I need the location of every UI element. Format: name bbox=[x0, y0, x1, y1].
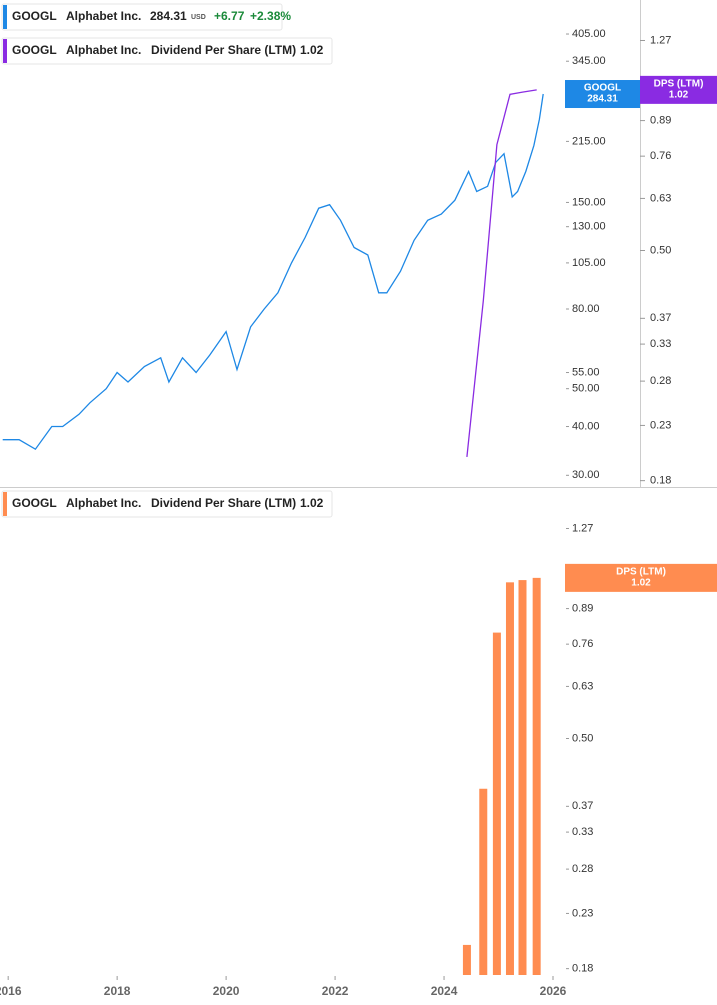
y-tick-label: 30.00 bbox=[572, 469, 600, 481]
legend-row: GOOGL Alphabet Inc. Dividend Per Share (LT… bbox=[1, 37, 333, 65]
legend-row: GOOGL Alphabet Inc. 284.31 USD +6.77 +2.38% bbox=[1, 3, 291, 31]
y2-tick-label: 0.89 bbox=[650, 114, 671, 126]
y2-tick-label: 0.23 bbox=[650, 419, 671, 431]
y-tick-label: 150.00 bbox=[572, 196, 606, 208]
y-tick-label: 40.00 bbox=[572, 420, 600, 432]
y2-tick-label: 0.37 bbox=[650, 312, 671, 324]
legend-company: Alphabet Inc. bbox=[66, 496, 141, 510]
y2-tick-label: 1.27 bbox=[650, 34, 671, 46]
legend-swatch bbox=[3, 492, 7, 516]
y2-tick-label: 0.76 bbox=[650, 150, 671, 162]
legend-last: 1.02 bbox=[300, 496, 324, 510]
y-tick-label: 0.76 bbox=[572, 638, 593, 650]
y-tick-label: 405.00 bbox=[572, 28, 606, 40]
y-tick-label: 0.23 bbox=[572, 907, 593, 919]
legend-series-name: Dividend Per Share (LTM) bbox=[151, 43, 296, 57]
series-line bbox=[2, 93, 544, 451]
price-tag bbox=[640, 75, 717, 104]
x-tick-label: 2020 bbox=[213, 984, 240, 998]
bar bbox=[505, 582, 514, 975]
legend-symbol: GOOGL bbox=[12, 9, 57, 23]
price-tag-label: DPS (LTM) bbox=[616, 567, 666, 578]
x-tick-label: 2018 bbox=[104, 984, 131, 998]
bar bbox=[492, 632, 501, 975]
legend-currency: USD bbox=[191, 14, 206, 21]
x-tick-label: 2026 bbox=[540, 984, 567, 998]
legend-swatch bbox=[3, 5, 7, 29]
bar bbox=[462, 944, 471, 975]
price-tag-label: DPS (LTM) bbox=[654, 79, 704, 90]
y-tick-label: 345.00 bbox=[572, 55, 606, 67]
price-tag-value: 1.02 bbox=[631, 578, 651, 589]
series-line bbox=[466, 89, 537, 457]
legend-series-name: Dividend Per Share (LTM) bbox=[151, 496, 296, 510]
legend-box bbox=[1, 3, 283, 31]
y-tick-label: 55.00 bbox=[572, 366, 600, 378]
y-tick-label: 0.63 bbox=[572, 680, 593, 692]
legend-row: GOOGL Alphabet Inc. Dividend Per Share (LT… bbox=[1, 490, 333, 518]
y-tick-label: 0.50 bbox=[572, 732, 593, 744]
y2-tick-label: 0.63 bbox=[650, 192, 671, 204]
y2-tick-label: 0.50 bbox=[650, 244, 671, 256]
y-tick-label: 0.33 bbox=[572, 826, 593, 838]
legend-symbol: GOOGL bbox=[12, 43, 57, 57]
y2-tick-label: 0.33 bbox=[650, 338, 671, 350]
y-tick-label: 50.00 bbox=[572, 383, 600, 395]
price-tag-value: 1.02 bbox=[669, 90, 689, 101]
y-tick-label: 0.28 bbox=[572, 863, 593, 875]
y-tick-label: 80.00 bbox=[572, 303, 600, 315]
price-tag-label: GOOGL bbox=[584, 83, 621, 94]
legend-company: Alphabet Inc. bbox=[66, 43, 141, 57]
x-tick-label: 2024 bbox=[431, 984, 458, 998]
legend-box bbox=[1, 490, 333, 518]
legend-change: +6.77 bbox=[214, 9, 245, 23]
y-tick-label: 105.00 bbox=[572, 257, 606, 269]
bar bbox=[479, 788, 488, 975]
legend-change-pct: +2.38% bbox=[250, 9, 291, 23]
y-tick-label: 0.18 bbox=[572, 963, 593, 975]
x-tick-label: 2016 bbox=[0, 984, 22, 998]
legend-last: 1.02 bbox=[300, 43, 324, 57]
x-tick-label: 2022 bbox=[322, 984, 349, 998]
y-tick-label: 1.27 bbox=[572, 522, 593, 534]
y-tick-label: 0.89 bbox=[572, 602, 593, 614]
y2-tick-label: 0.28 bbox=[650, 375, 671, 387]
legend-swatch bbox=[3, 39, 7, 63]
y2-tick-label: 0.18 bbox=[650, 475, 671, 487]
y-tick-label: 130.00 bbox=[572, 221, 606, 233]
price-tag-value: 284.31 bbox=[587, 94, 618, 105]
bar bbox=[532, 577, 541, 975]
bar bbox=[518, 580, 527, 975]
y-tick-label: 0.37 bbox=[572, 800, 593, 812]
legend-company: Alphabet Inc. bbox=[66, 9, 141, 23]
legend-symbol: GOOGL bbox=[12, 496, 57, 510]
price-tag bbox=[565, 563, 717, 592]
y-tick-label: 215.00 bbox=[572, 135, 606, 147]
price-tag bbox=[565, 80, 640, 109]
legend-box bbox=[1, 37, 333, 65]
legend-last: 284.31 bbox=[150, 9, 187, 23]
